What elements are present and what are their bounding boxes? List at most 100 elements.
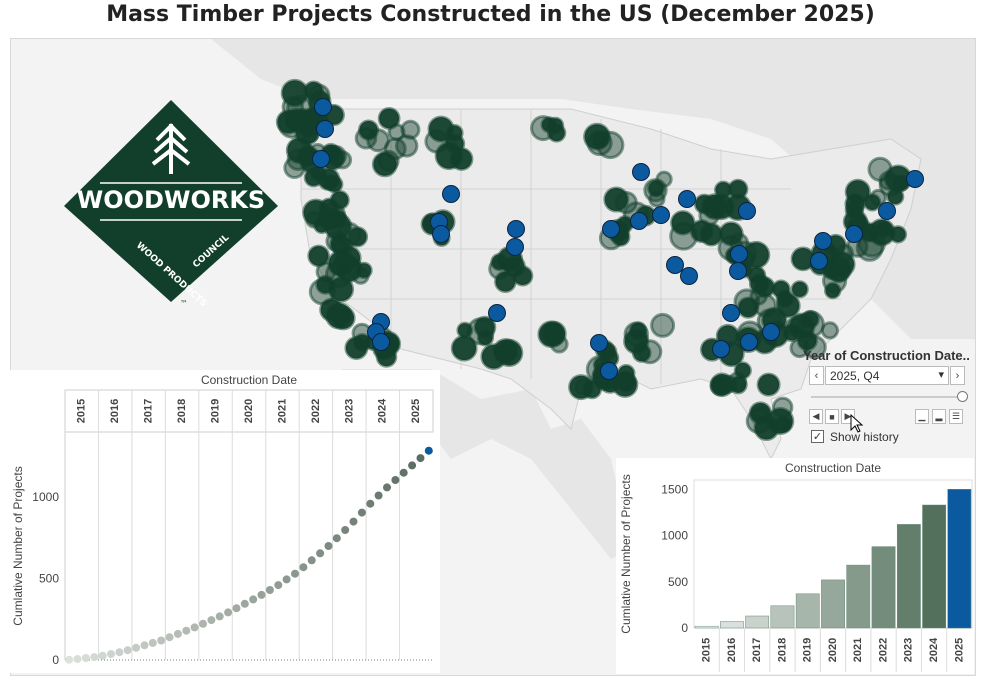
cumulative-point[interactable] — [240, 599, 249, 608]
new-project-marker[interactable] — [678, 190, 696, 208]
project-marker[interactable] — [308, 278, 336, 306]
new-project-marker[interactable] — [590, 334, 608, 352]
cumulative-point[interactable] — [383, 483, 391, 492]
project-marker[interactable] — [774, 415, 793, 433]
project-marker[interactable] — [752, 293, 777, 318]
cumulative-point[interactable] — [332, 534, 341, 543]
project-marker[interactable] — [546, 116, 565, 135]
cumulative-point[interactable] — [299, 563, 308, 572]
prev-button[interactable]: ‹ — [809, 366, 824, 385]
project-marker[interactable] — [332, 236, 354, 258]
new-project-marker[interactable] — [312, 150, 330, 168]
cumulative-point[interactable] — [265, 586, 274, 594]
cumulative-point[interactable] — [115, 648, 124, 657]
cumulative-point[interactable] — [207, 616, 216, 625]
cumulative-point[interactable] — [65, 655, 74, 664]
cumulative-point[interactable] — [215, 612, 224, 621]
year-slider-handle[interactable] — [957, 391, 968, 402]
project-marker[interactable] — [698, 204, 721, 227]
project-marker[interactable] — [284, 107, 310, 134]
cumulative-point[interactable] — [199, 619, 207, 628]
new-project-marker[interactable] — [878, 202, 896, 220]
project-marker[interactable] — [631, 343, 652, 363]
project-marker[interactable] — [495, 338, 524, 367]
project-marker[interactable] — [771, 279, 791, 299]
cumulative-point[interactable] — [366, 499, 375, 508]
project-marker[interactable] — [400, 119, 421, 140]
cumulative-point[interactable] — [98, 651, 107, 660]
project-marker[interactable] — [718, 221, 744, 247]
project-marker[interactable] — [790, 280, 809, 299]
cumulative-point[interactable] — [374, 491, 383, 500]
cumulative-point[interactable] — [190, 623, 199, 632]
cumulative-point[interactable] — [232, 604, 241, 613]
project-marker[interactable] — [383, 137, 407, 161]
project-marker[interactable] — [669, 221, 698, 251]
new-project-marker[interactable] — [712, 340, 730, 358]
cumulative-point[interactable] — [157, 636, 166, 645]
new-project-marker[interactable] — [314, 98, 332, 116]
project-marker[interactable] — [802, 335, 827, 360]
year-bar[interactable] — [745, 615, 770, 629]
new-project-marker[interactable] — [666, 256, 684, 274]
cumulative-point[interactable] — [324, 542, 333, 550]
cumulative-bar-chart[interactable]: Construction Date 0 500 1000 1500 Cumlative N… — [616, 458, 974, 674]
project-marker[interactable] — [623, 321, 649, 347]
cumulative-point[interactable] — [73, 655, 82, 663]
project-marker[interactable] — [303, 80, 325, 102]
year-bar[interactable] — [821, 579, 845, 629]
project-marker[interactable] — [756, 372, 781, 397]
year-bar[interactable] — [846, 564, 871, 629]
project-marker[interactable] — [450, 334, 478, 362]
new-project-marker[interactable] — [632, 163, 650, 181]
year-bar[interactable] — [896, 524, 921, 629]
new-project-marker[interactable] — [738, 202, 756, 220]
year-bar[interactable] — [947, 489, 972, 629]
new-project-marker[interactable] — [630, 212, 648, 230]
new-project-marker[interactable] — [729, 262, 747, 280]
new-project-marker[interactable] — [845, 225, 863, 243]
project-marker[interactable] — [377, 149, 400, 172]
project-marker[interactable] — [424, 129, 449, 154]
project-marker[interactable] — [488, 257, 511, 280]
new-project-marker[interactable] — [507, 220, 525, 238]
cumulative-point[interactable] — [349, 517, 358, 526]
speed-fast-button[interactable]: ☰ — [949, 409, 963, 424]
year-dropdown[interactable]: 2025, Q4 ▾ — [825, 366, 949, 385]
new-project-marker[interactable] — [810, 252, 828, 270]
cumulative-point[interactable] — [316, 549, 325, 558]
project-marker[interactable] — [728, 375, 748, 395]
new-project-marker[interactable] — [432, 225, 450, 243]
cumulative-point[interactable] — [182, 626, 191, 635]
new-project-marker[interactable] — [722, 304, 740, 322]
project-marker[interactable] — [346, 226, 369, 248]
project-marker[interactable] — [863, 193, 882, 212]
project-marker[interactable] — [476, 329, 494, 347]
cumulative-point[interactable] — [81, 654, 90, 662]
project-marker[interactable] — [751, 404, 770, 423]
cumulative-point[interactable] — [123, 646, 132, 655]
project-map[interactable] — [10, 38, 976, 676]
project-marker[interactable] — [305, 210, 324, 229]
show-history-checkbox[interactable]: ✓ — [811, 430, 824, 443]
year-bar[interactable] — [922, 504, 947, 629]
project-marker[interactable] — [785, 316, 807, 338]
cumulative-point[interactable] — [391, 476, 400, 484]
cumulative-point[interactable] — [132, 643, 141, 652]
cumulative-point[interactable] — [148, 638, 157, 647]
cumulative-point[interactable] — [408, 461, 417, 470]
stop-button[interactable]: ■ — [825, 409, 839, 424]
project-marker[interactable] — [647, 179, 666, 198]
year-bar[interactable] — [720, 621, 744, 629]
project-marker[interactable] — [316, 167, 341, 191]
new-project-marker[interactable] — [506, 238, 524, 256]
year-bar[interactable] — [871, 546, 896, 629]
cumulative-point[interactable] — [140, 641, 149, 650]
project-marker[interactable] — [324, 260, 353, 289]
new-project-marker[interactable] — [488, 304, 506, 322]
project-marker[interactable] — [867, 218, 896, 247]
play-back-button[interactable]: ◀ — [809, 409, 823, 424]
project-marker[interactable] — [444, 133, 466, 155]
cumulative-point[interactable] — [357, 508, 366, 517]
new-project-marker[interactable] — [316, 120, 334, 138]
